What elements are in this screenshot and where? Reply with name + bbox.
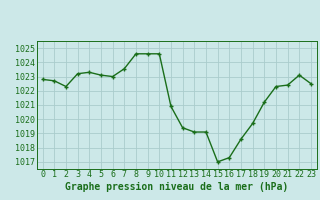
X-axis label: Graphe pression niveau de la mer (hPa): Graphe pression niveau de la mer (hPa) — [65, 182, 288, 192]
